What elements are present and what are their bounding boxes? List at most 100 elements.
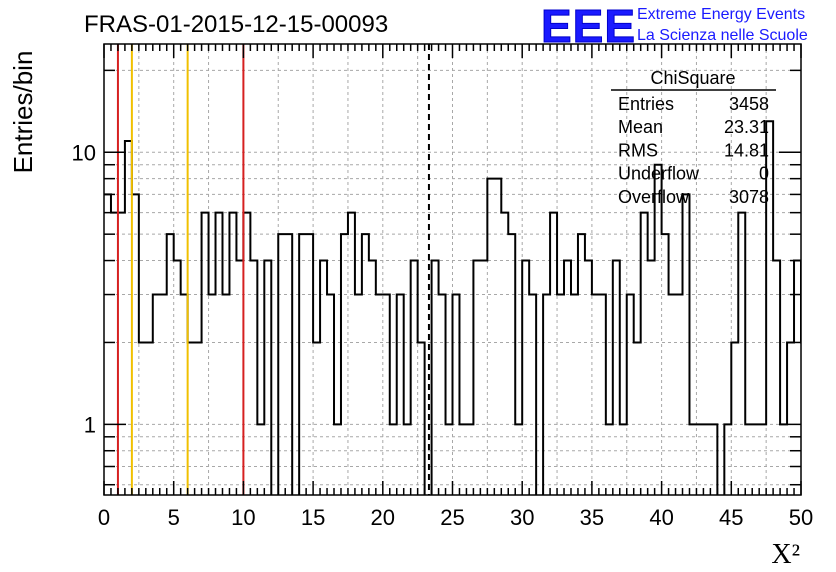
histogram-bin — [432, 261, 439, 515]
histogram-bin — [801, 342, 808, 515]
histogram-bin — [264, 261, 271, 515]
histogram-bin — [787, 342, 794, 515]
x-tick-label: 25 — [440, 505, 464, 530]
histogram-bin — [627, 295, 634, 515]
histogram-bin — [257, 424, 264, 515]
logo: EEE Extreme Energy Events La Scienza nel… — [541, 0, 808, 53]
x-tick-label: 10 — [231, 505, 255, 530]
stats-rows: Entries 3458 Mean 23.31 RMS 14.81 Underflow 0 Ov… — [618, 94, 769, 207]
x-tick-label: 50 — [789, 505, 813, 530]
histogram-bin — [313, 342, 320, 515]
histogram-bin — [320, 261, 327, 515]
histogram-bin — [508, 234, 515, 515]
stats-value: 3078 — [729, 187, 769, 207]
histogram-bin — [278, 234, 285, 515]
histogram-bin — [327, 295, 334, 515]
histogram-bars — [104, 120, 836, 515]
logo-line1: Extreme Energy Events — [637, 6, 805, 23]
stats-box: ChiSquare Entries 3458 Mean 23.31 RMS 14.81 Un… — [611, 68, 776, 207]
histogram-bin — [669, 295, 676, 515]
stats-title: ChiSquare — [650, 68, 735, 88]
histogram-bin — [599, 295, 606, 515]
histogram-bin — [202, 213, 209, 515]
histogram-bin — [634, 342, 641, 515]
histogram-bin — [662, 234, 669, 515]
histogram-bin — [222, 295, 229, 515]
histogram-bin — [334, 424, 341, 515]
histogram-bin — [696, 424, 703, 515]
x-tick-label: 45 — [719, 505, 743, 530]
histogram-bin — [411, 261, 418, 515]
histogram-bin — [306, 234, 313, 515]
histogram-bin — [216, 213, 223, 515]
histogram-bin — [167, 234, 174, 515]
histogram-bin — [606, 424, 613, 515]
stats-label: Entries — [618, 94, 674, 114]
histogram-bin — [794, 261, 801, 515]
histogram-bin — [759, 424, 766, 515]
logo-line2: La Scienza nelle Scuole — [637, 27, 808, 44]
y-tick-label: 10 — [72, 140, 96, 165]
histogram-bin — [243, 213, 250, 515]
x-tick-label: 40 — [649, 505, 673, 530]
histogram-bin — [418, 342, 425, 515]
histogram-bin — [564, 261, 571, 515]
logo-mark: EEE — [541, 0, 636, 52]
histogram-bin — [676, 295, 683, 515]
histogram-bin — [641, 213, 648, 515]
histogram-bin — [390, 424, 397, 515]
y-tick-label: 1 — [84, 412, 96, 437]
histogram-bin — [689, 424, 696, 515]
histogram-bin — [369, 261, 376, 515]
x-tick-label: 15 — [301, 505, 325, 530]
histogram-bin — [480, 261, 487, 515]
histogram-bin — [487, 179, 494, 515]
histogram-bin — [773, 261, 780, 515]
histogram-bin — [494, 179, 501, 515]
histogram-bin — [188, 342, 195, 515]
histogram-bin — [125, 141, 132, 515]
histogram-bin — [745, 424, 752, 515]
histogram-bin — [473, 261, 480, 515]
histogram-bin — [209, 295, 216, 515]
y-axis-label: Entries/bin — [8, 51, 38, 174]
histogram-bin — [738, 213, 745, 515]
histogram-bin — [578, 234, 585, 515]
histogram-bin — [710, 424, 717, 515]
histogram-bin — [724, 424, 731, 515]
histogram-bin — [613, 261, 620, 515]
stats-label: RMS — [618, 140, 658, 160]
histogram-bin — [355, 295, 362, 515]
histogram-bin — [550, 213, 557, 515]
histogram-bin — [515, 424, 522, 515]
stats-label: Overflow — [618, 187, 690, 207]
stats-label: Underflow — [618, 164, 700, 184]
histogram-bin — [829, 295, 836, 515]
x-axis-label: X² — [771, 539, 800, 570]
histogram-bin — [648, 261, 655, 515]
histogram-bin — [299, 234, 306, 515]
histogram-bin — [592, 295, 599, 515]
histogram-bin — [620, 424, 627, 515]
stats-value: 0 — [759, 164, 769, 184]
histogram-bin — [181, 295, 188, 515]
x-tick-label: 30 — [510, 505, 534, 530]
histogram-bin — [466, 424, 473, 515]
x-tick-label: 35 — [580, 505, 604, 530]
histogram-bin — [146, 342, 153, 515]
histogram-bin — [285, 234, 292, 515]
histogram-bin — [585, 261, 592, 515]
histogram-bin — [118, 213, 125, 515]
stats-value: 14.81 — [724, 140, 769, 160]
histogram-bin — [752, 424, 759, 515]
histogram-bin — [501, 213, 508, 515]
x-tick-label: 5 — [168, 505, 180, 530]
histogram-bin — [822, 261, 829, 515]
stats-value: 23.31 — [724, 117, 769, 137]
histogram-outline — [104, 120, 801, 495]
histogram-bin — [522, 261, 529, 515]
x-tick-label: 20 — [371, 505, 395, 530]
reference-lines — [116, 44, 430, 495]
histogram-bin — [348, 213, 355, 515]
